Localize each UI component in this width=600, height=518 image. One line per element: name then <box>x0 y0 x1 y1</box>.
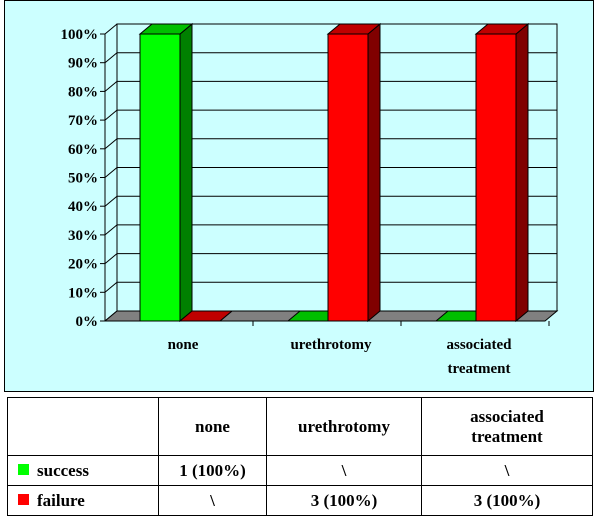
data-table: none urethrotomy associated treatment su… <box>7 396 593 516</box>
y-tick-label: 40% <box>68 199 98 215</box>
gridline-side <box>104 167 118 178</box>
gridline-side <box>104 81 118 92</box>
header-none: none <box>195 416 230 436</box>
y-tick-label: 10% <box>68 285 98 301</box>
table-corner-cell <box>7 396 159 457</box>
y-tick-label: 70% <box>68 113 98 129</box>
table-cell: 3 (100%) <box>266 485 422 516</box>
row-label-failure: failure <box>7 485 159 516</box>
y-tick-label: 50% <box>68 171 98 187</box>
gridline-side <box>104 253 118 264</box>
gridline-side <box>104 23 118 35</box>
table-cell: \ <box>158 485 267 516</box>
header-associated-line2: treatment <box>471 426 543 446</box>
bar-top <box>326 23 382 35</box>
bar-top <box>178 310 234 322</box>
x-category-label: associated <box>447 337 513 353</box>
bar-top <box>474 23 530 35</box>
gridline-side <box>104 195 118 207</box>
gridline-side <box>104 109 118 121</box>
header-associated-line1: associated <box>470 406 544 426</box>
gridline-side <box>104 138 118 150</box>
bar-failure-0 <box>178 310 234 322</box>
table-row: failure \ 3 (100%) 3 (100%) <box>7 485 593 516</box>
table-header-cell: none <box>158 396 267 457</box>
bar-failure-1 <box>326 22 382 323</box>
table-cell: \ <box>266 455 422 487</box>
y-tick-label: 0% <box>76 314 99 330</box>
bar-top <box>138 23 194 35</box>
x-category-label: treatment <box>447 361 510 377</box>
gridline-side <box>104 281 118 293</box>
x-category-label: urethrotomy <box>290 337 372 353</box>
table-header-cell: associated treatment <box>421 396 593 457</box>
bar-side <box>179 22 193 323</box>
y-tick-label: 80% <box>68 84 98 100</box>
x-category-label: none <box>168 337 199 353</box>
success-swatch-icon <box>18 464 29 476</box>
chart-panel: 0% 10% 20% 30% 40% 50% 60% 70% 80% 90% 100% none ure… <box>4 0 594 392</box>
table-header-row: none urethrotomy associated treatment <box>7 396 593 457</box>
y-tick-label: 100% <box>61 27 99 43</box>
y-tick-label: 90% <box>68 56 98 72</box>
table-header-cell: urethrotomy <box>266 396 422 457</box>
bar-failure-2 <box>474 22 530 323</box>
row-label-text: failure <box>37 490 85 510</box>
failure-swatch-icon <box>18 494 29 506</box>
gridline-side <box>104 224 118 236</box>
bar-success-0 <box>138 22 194 323</box>
bar-front <box>139 33 181 322</box>
row-label-text: success <box>37 460 89 480</box>
bar-chart: 0% 10% 20% 30% 40% 50% 60% 70% 80% 90% 100% none ure… <box>61 22 559 377</box>
bar-front <box>475 33 517 322</box>
bar-side <box>367 22 381 323</box>
header-urethrotomy: urethrotomy <box>298 416 390 436</box>
y-tick-label: 60% <box>68 142 98 158</box>
gridline-side <box>104 52 118 64</box>
bar-front <box>327 33 369 322</box>
table-row: success 1 (100%) \ \ <box>7 455 593 487</box>
table-cell: 3 (100%) <box>421 485 593 516</box>
bar-side <box>515 22 529 323</box>
table-cell: 1 (100%) <box>158 455 267 487</box>
row-label-success: success <box>7 455 159 487</box>
y-tick-label: 30% <box>68 228 98 244</box>
y-tick-label: 20% <box>68 257 98 273</box>
table-cell: \ <box>421 455 593 487</box>
